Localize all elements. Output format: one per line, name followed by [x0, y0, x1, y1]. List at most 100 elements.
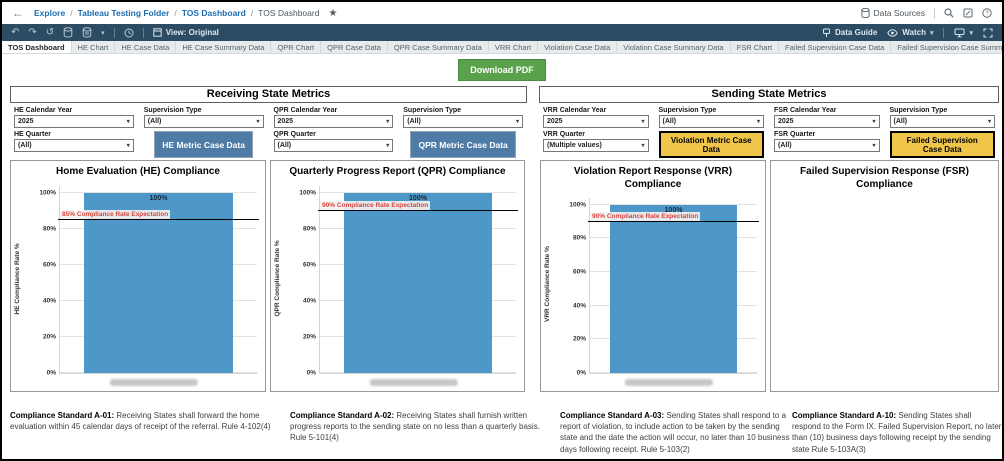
- data-sources-button[interactable]: Data Sources: [860, 8, 925, 18]
- edit-workbook-button[interactable]: [963, 8, 973, 18]
- caption-body: Receiving States shall furnish written p…: [290, 411, 540, 443]
- x-axis-strip: [541, 376, 765, 391]
- tab-failed-supervision-case-summ[interactable]: Failed Supervision Case Summ...: [891, 41, 1002, 53]
- tab-tos-dashboard[interactable]: TOS Dashboard: [2, 41, 72, 53]
- sheet-pencil-icon: [963, 8, 973, 18]
- chevron-down-icon: ▾: [987, 119, 991, 125]
- search-button[interactable]: [944, 8, 954, 18]
- view-original-button[interactable]: View: Original: [152, 28, 219, 37]
- bar-value-label: 100%: [149, 194, 168, 202]
- dropdown-qpr-calendar-year[interactable]: 2025 ▾: [273, 115, 394, 128]
- dropdown-supervision-type[interactable]: (All) ▾: [889, 115, 995, 128]
- gridline: [590, 203, 757, 205]
- tab-violation-case-data[interactable]: Violation Case Data: [538, 41, 618, 53]
- dropdown-supervision-type[interactable]: (All) ▾: [658, 115, 764, 128]
- divider: [943, 27, 945, 38]
- dropdown-supervision-type[interactable]: (All) ▾: [143, 115, 264, 128]
- filter-fsr-quarter-1-2: FSR Quarter (All) ▾: [774, 131, 880, 158]
- share-button[interactable]: ▾: [954, 28, 973, 38]
- chart-panel-qpr: Quarterly Progress Report (QPR) Complian…: [270, 160, 525, 392]
- refresh-data-icon[interactable]: [63, 27, 73, 38]
- watch-label: Watch: [902, 28, 926, 37]
- favorite-star-icon[interactable]: ★: [328, 7, 338, 19]
- search-icon: [944, 8, 954, 18]
- section-title: Receiving State Metrics: [10, 86, 527, 103]
- button-cell: QPR Metric Case Data: [403, 131, 523, 158]
- redacted-category-label: [109, 379, 198, 386]
- fullscreen-button[interactable]: [983, 28, 993, 38]
- chevron-down-icon: ▾: [872, 119, 876, 125]
- filter-label: Supervision Type: [403, 107, 462, 114]
- violation-metric-case-data-button[interactable]: Violation Metric Case Data: [658, 131, 764, 158]
- filter-label: QPR Calendar Year: [273, 107, 338, 114]
- filter-label: VRR Calendar Year: [543, 107, 607, 114]
- chart-title: Quarterly Progress Report (QPR) Complian…: [289, 166, 506, 177]
- tab-failed-supervision-case-data[interactable]: Failed Supervision Case Data: [779, 41, 892, 53]
- dropdown-he-calendar-year[interactable]: 2025 ▾: [14, 115, 134, 128]
- back-arrow-icon[interactable]: ←: [12, 6, 24, 20]
- tab-qpr-case-summary-data[interactable]: QPR Case Summary Data: [388, 41, 489, 53]
- revert-icon[interactable]: ↺: [45, 26, 55, 38]
- chevron-down-icon: ▾: [515, 119, 519, 125]
- tab-he-case-summary-data[interactable]: HE Case Summary Data: [176, 41, 272, 53]
- dropdown-he-quarter[interactable]: (All) ▾: [14, 139, 134, 152]
- he-metric-case-data-button[interactable]: HE Metric Case Data: [154, 131, 253, 158]
- data-guide-button[interactable]: Data Guide: [822, 28, 877, 38]
- qpr-metric-case-data-button[interactable]: QPR Metric Case Data: [410, 131, 516, 158]
- sending-state-section: Sending State Metrics VRR Calendar Year 2…: [539, 86, 999, 158]
- help-button[interactable]: ?: [982, 8, 992, 18]
- data-guide-label: Data Guide: [835, 28, 878, 37]
- dropdown-vrr-quarter[interactable]: (Multiple values) ▾: [543, 139, 649, 152]
- compliance-bar: 100%: [83, 192, 234, 373]
- chevron-down-icon: ▾: [929, 29, 934, 37]
- tab-qpr-case-data[interactable]: QPR Case Data: [321, 41, 388, 53]
- compliance-standard-text-4: Compliance Standard A-10: Sending States…: [792, 410, 1002, 455]
- caption-body: Sending States shall respond to the Form…: [792, 411, 1002, 454]
- tab-fsr-chart[interactable]: FSR Chart: [731, 41, 780, 53]
- dropdown-value: (All): [18, 142, 32, 149]
- chevron-down-icon: ▾: [386, 143, 390, 149]
- toolbar: ↶ ↷ ↺ ▾ View: Original Data Guide Watch …: [2, 24, 1002, 41]
- dropdown-qpr-quarter[interactable]: (All) ▾: [273, 139, 394, 152]
- dropdown-fsr-quarter[interactable]: (All) ▾: [774, 139, 880, 152]
- tab-qpr-chart[interactable]: QPR Chart: [271, 41, 322, 53]
- dropdown-supervision-type[interactable]: (All) ▾: [403, 115, 523, 128]
- compliance-standard-text-1: Compliance Standard A-01: Receiving Stat…: [10, 410, 278, 432]
- undo-icon[interactable]: ↶: [11, 26, 20, 38]
- breadcrumb-separator: /: [250, 8, 254, 18]
- divider: [934, 7, 935, 19]
- tab-he-chart[interactable]: HE Chart: [72, 41, 116, 53]
- chevron-down-icon: ▾: [756, 119, 760, 125]
- view-label: View: Original: [165, 28, 219, 37]
- chevron-down-icon: ▾: [641, 119, 645, 125]
- pause-updates-icon[interactable]: [82, 27, 92, 38]
- y-tick-label: 20%: [302, 333, 316, 341]
- y-tick-label: 0%: [46, 369, 56, 377]
- tab-he-case-data[interactable]: HE Case Data: [115, 41, 177, 53]
- caption-body: Sending States shall respond to a report…: [560, 411, 790, 454]
- chevron-down-icon[interactable]: ▾: [101, 29, 105, 37]
- dropdown-fsr-calendar-year[interactable]: 2025 ▾: [774, 115, 880, 128]
- failed-supervision-case-data-button[interactable]: Failed Supervision Case Data: [889, 131, 995, 158]
- reference-line: [588, 220, 759, 222]
- y-axis-title: HE Compliance Rate %: [14, 242, 21, 314]
- toolbar-left: ↶ ↷ ↺ ▾ View: Original: [11, 27, 219, 38]
- y-tick-label: 40%: [302, 297, 316, 305]
- breadcrumb-link-tos-dashboard[interactable]: TOS Dashboard: [181, 8, 246, 18]
- plot-area: QPR Compliance Rate % 100% 80% 60% 40% 20% 0% 1…: [271, 181, 524, 377]
- reference-line: [58, 218, 259, 220]
- watch-button[interactable]: Watch ▾: [887, 28, 933, 37]
- filter-supervision-type-1-1: Supervision Type (All) ▾: [658, 107, 764, 128]
- dropdown-vrr-calendar-year[interactable]: 2025 ▾: [543, 115, 649, 128]
- breadcrumb-link-tableau-testing-folder[interactable]: Tableau Testing Folder: [77, 8, 170, 18]
- fullscreen-icon: [983, 28, 993, 37]
- clock-icon[interactable]: [124, 28, 134, 38]
- download-pdf-button[interactable]: Download PDF: [458, 59, 546, 81]
- redo-icon[interactable]: ↷: [28, 26, 37, 38]
- tab-vrr-chart[interactable]: VRR Chart: [489, 41, 539, 53]
- filter-label: QPR Quarter: [273, 131, 316, 138]
- gridline: [320, 191, 516, 193]
- tab-violation-case-summary-data[interactable]: Violation Case Summary Data: [617, 41, 731, 53]
- reference-line-label: 90% Compliance Rate Expectation: [320, 200, 431, 210]
- breadcrumb-link-explore[interactable]: Explore: [34, 8, 66, 18]
